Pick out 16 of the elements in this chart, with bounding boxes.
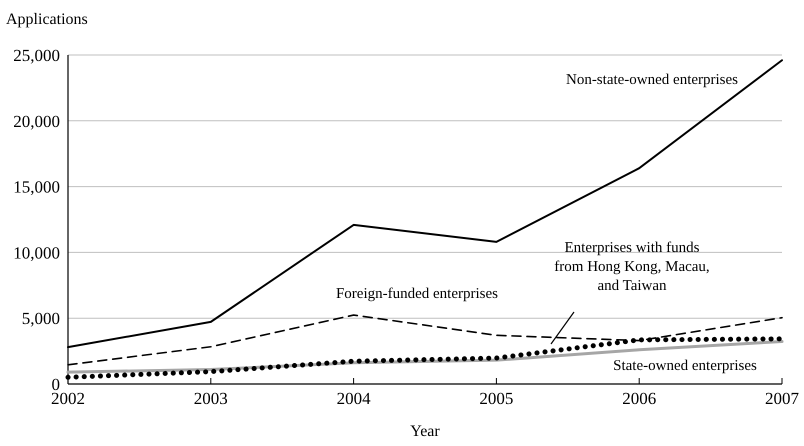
series-label: Non-state-owned enterprises xyxy=(566,72,738,88)
y-axis-title: Applications xyxy=(6,11,88,28)
y-tick-label: 15,000 xyxy=(13,178,60,197)
x-tick-label: 2007 xyxy=(765,389,800,408)
y-tick-label: 20,000 xyxy=(13,112,60,131)
y-tick-label: 5,000 xyxy=(22,309,60,328)
x-axis-title: Year xyxy=(410,423,440,440)
series-label: Foreign-funded enterprises xyxy=(336,286,498,302)
x-tick-label: 2004 xyxy=(336,389,372,408)
y-tick-label: 25,000 xyxy=(13,46,60,65)
x-tick-label: 2005 xyxy=(479,389,514,408)
series-label: State-owned enterprises xyxy=(613,358,758,374)
y-tick-label: 10,000 xyxy=(13,243,60,262)
text: Enterprises with funds from Hong Kong, Macau, and Taiwan xyxy=(554,240,710,294)
x-tick-label: 2003 xyxy=(194,389,228,408)
x-tick-label: 2006 xyxy=(622,389,656,408)
